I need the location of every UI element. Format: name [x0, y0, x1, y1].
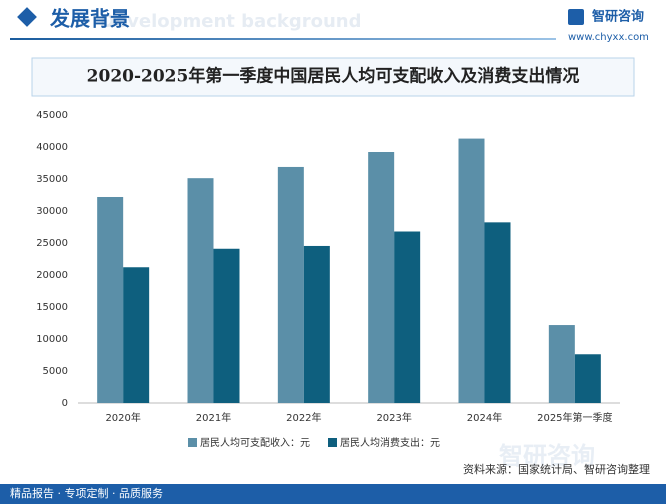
logo-text: 智研咨询 — [592, 9, 644, 25]
header-subtitle: Development background — [100, 11, 361, 32]
header-title: 发展背景 — [49, 7, 130, 31]
x-tick-label: 2022年 — [286, 411, 321, 424]
title-box — [31, 57, 635, 97]
x-tick-label: 2024年 — [467, 411, 502, 424]
bar — [368, 152, 395, 403]
y-tick-label: 5000 — [43, 366, 68, 377]
x-tick-label: 2025年第一季度 — [537, 411, 612, 424]
y-tick-label: 35000 — [36, 174, 68, 185]
legend-swatch — [188, 438, 197, 447]
legend-label: 居民人均可支配收入：元 — [200, 436, 310, 449]
chart-title: 2020-2025年第一季度中国居民人均可支配收入及消费支出情况 — [87, 66, 580, 87]
bar — [548, 325, 575, 403]
x-tick-label: 2023年 — [376, 411, 411, 424]
y-tick-label: 25000 — [36, 238, 68, 249]
y-tick-label: 10000 — [36, 334, 68, 345]
y-tick-label: 45000 — [36, 110, 68, 121]
bar — [458, 138, 485, 403]
bar — [97, 196, 124, 403]
y-tick-label: 20000 — [36, 270, 68, 281]
x-tick-label: 2020年 — [105, 411, 140, 424]
y-tick-label: 40000 — [36, 142, 68, 153]
bar — [394, 231, 421, 403]
bar — [303, 245, 330, 403]
y-tick-label: 30000 — [36, 206, 68, 217]
header-line — [10, 38, 556, 40]
y-tick-label: 0 — [62, 398, 68, 409]
bar — [484, 222, 511, 403]
y-tick-label: 15000 — [36, 302, 68, 313]
legend-label: 居民人均消费支出：元 — [340, 436, 440, 449]
logo-icon — [568, 9, 584, 25]
footer-bar — [0, 484, 666, 504]
watermark: 智研咨询 — [499, 442, 595, 470]
source: 资料来源：国家统计局、智研咨询整理 — [463, 462, 650, 476]
logo-url: www.chyxx.com — [568, 32, 649, 43]
bar — [187, 178, 214, 403]
footer-text: 精品报告 · 专项定制 · 品质服务 — [10, 486, 163, 500]
plot: 0 5000 10000 15000 20000 25000 30000 35000 40000… — [36, 110, 620, 449]
bar — [277, 166, 304, 403]
legend-swatch — [328, 438, 337, 447]
bar — [123, 267, 150, 403]
bar — [574, 354, 601, 403]
header-icon — [17, 7, 37, 27]
bar — [213, 248, 240, 403]
x-tick-label: 2021年 — [196, 411, 231, 424]
